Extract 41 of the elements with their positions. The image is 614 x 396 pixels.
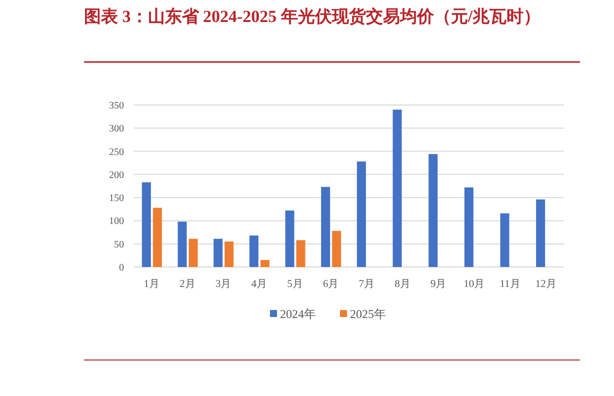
bar <box>178 222 187 267</box>
x-tick-label: 12月 <box>535 278 557 290</box>
y-tick-label: 0 <box>119 262 124 274</box>
x-tick-label: 6月 <box>322 278 340 290</box>
y-tick-label: 200 <box>109 170 124 181</box>
y-tick-label: 250 <box>109 146 124 158</box>
x-tick-label: 10月 <box>464 278 486 290</box>
x-tick-label: 3月 <box>215 278 232 290</box>
y-tick-label: 100 <box>109 216 124 228</box>
bar <box>142 182 151 267</box>
x-tick-label: 7月 <box>358 278 376 290</box>
bar <box>188 238 198 267</box>
x-tick-label: 4月 <box>251 278 268 290</box>
x-tick-label: 8月 <box>394 278 411 290</box>
y-tick-label: 50 <box>114 239 124 250</box>
bar <box>296 240 306 267</box>
x-tick-label: 1月 <box>144 278 160 290</box>
bar <box>332 230 342 267</box>
bar <box>356 161 366 267</box>
bar <box>321 186 330 267</box>
bar <box>260 260 270 267</box>
y-tick-label: 350 <box>109 100 124 112</box>
bar <box>536 199 546 267</box>
x-tick-label: 11月 <box>500 278 521 290</box>
legend-label: 2024年 <box>280 307 316 321</box>
bar <box>214 238 223 267</box>
bar <box>285 210 294 267</box>
x-tick-label: 2月 <box>180 278 196 290</box>
bar <box>249 236 258 267</box>
bar <box>152 208 162 267</box>
legend-label: 2025年 <box>350 307 386 321</box>
chart-title: 图表 3：山东省 2024-2025 年光伏现货交易均价（元/兆瓦时） <box>84 6 542 28</box>
x-tick-label: 5月 <box>287 278 304 290</box>
bar <box>224 242 234 267</box>
x-tick-label: 9月 <box>430 278 447 290</box>
y-tick-label: 150 <box>109 193 124 204</box>
bar <box>428 154 438 267</box>
bar <box>500 213 510 267</box>
bar <box>464 187 474 267</box>
y-tick-label: 300 <box>109 124 124 135</box>
bar <box>392 110 402 267</box>
